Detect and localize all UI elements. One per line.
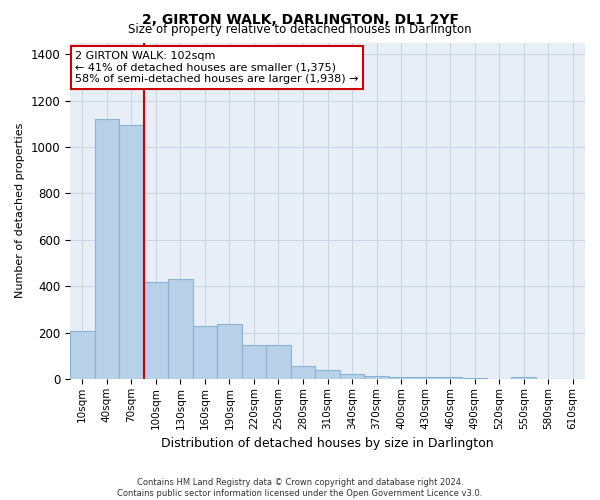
Bar [95,119,119,379]
Bar [291,366,315,379]
Text: Size of property relative to detached houses in Darlington: Size of property relative to detached ho… [128,22,472,36]
Bar [438,377,463,379]
Bar [463,378,487,379]
Text: 2, GIRTON WALK, DARLINGTON, DL1 2YF: 2, GIRTON WALK, DARLINGTON, DL1 2YF [142,12,458,26]
Bar [193,326,217,379]
X-axis label: Distribution of detached houses by size in Darlington: Distribution of detached houses by size … [161,437,494,450]
Text: Contains HM Land Registry data © Crown copyright and database right 2024.
Contai: Contains HM Land Registry data © Crown c… [118,478,482,498]
Bar [143,282,168,379]
Bar [413,376,438,379]
Bar [266,346,291,379]
Bar [511,377,536,379]
Bar [242,346,266,379]
Bar [340,374,364,379]
Bar [217,324,242,379]
Bar [119,125,143,379]
Bar [315,370,340,379]
Bar [389,376,413,379]
Y-axis label: Number of detached properties: Number of detached properties [15,123,25,298]
Bar [364,376,389,379]
Text: 2 GIRTON WALK: 102sqm
← 41% of detached houses are smaller (1,375)
58% of semi-d: 2 GIRTON WALK: 102sqm ← 41% of detached … [75,51,359,84]
Bar [168,279,193,379]
Bar [70,332,95,379]
